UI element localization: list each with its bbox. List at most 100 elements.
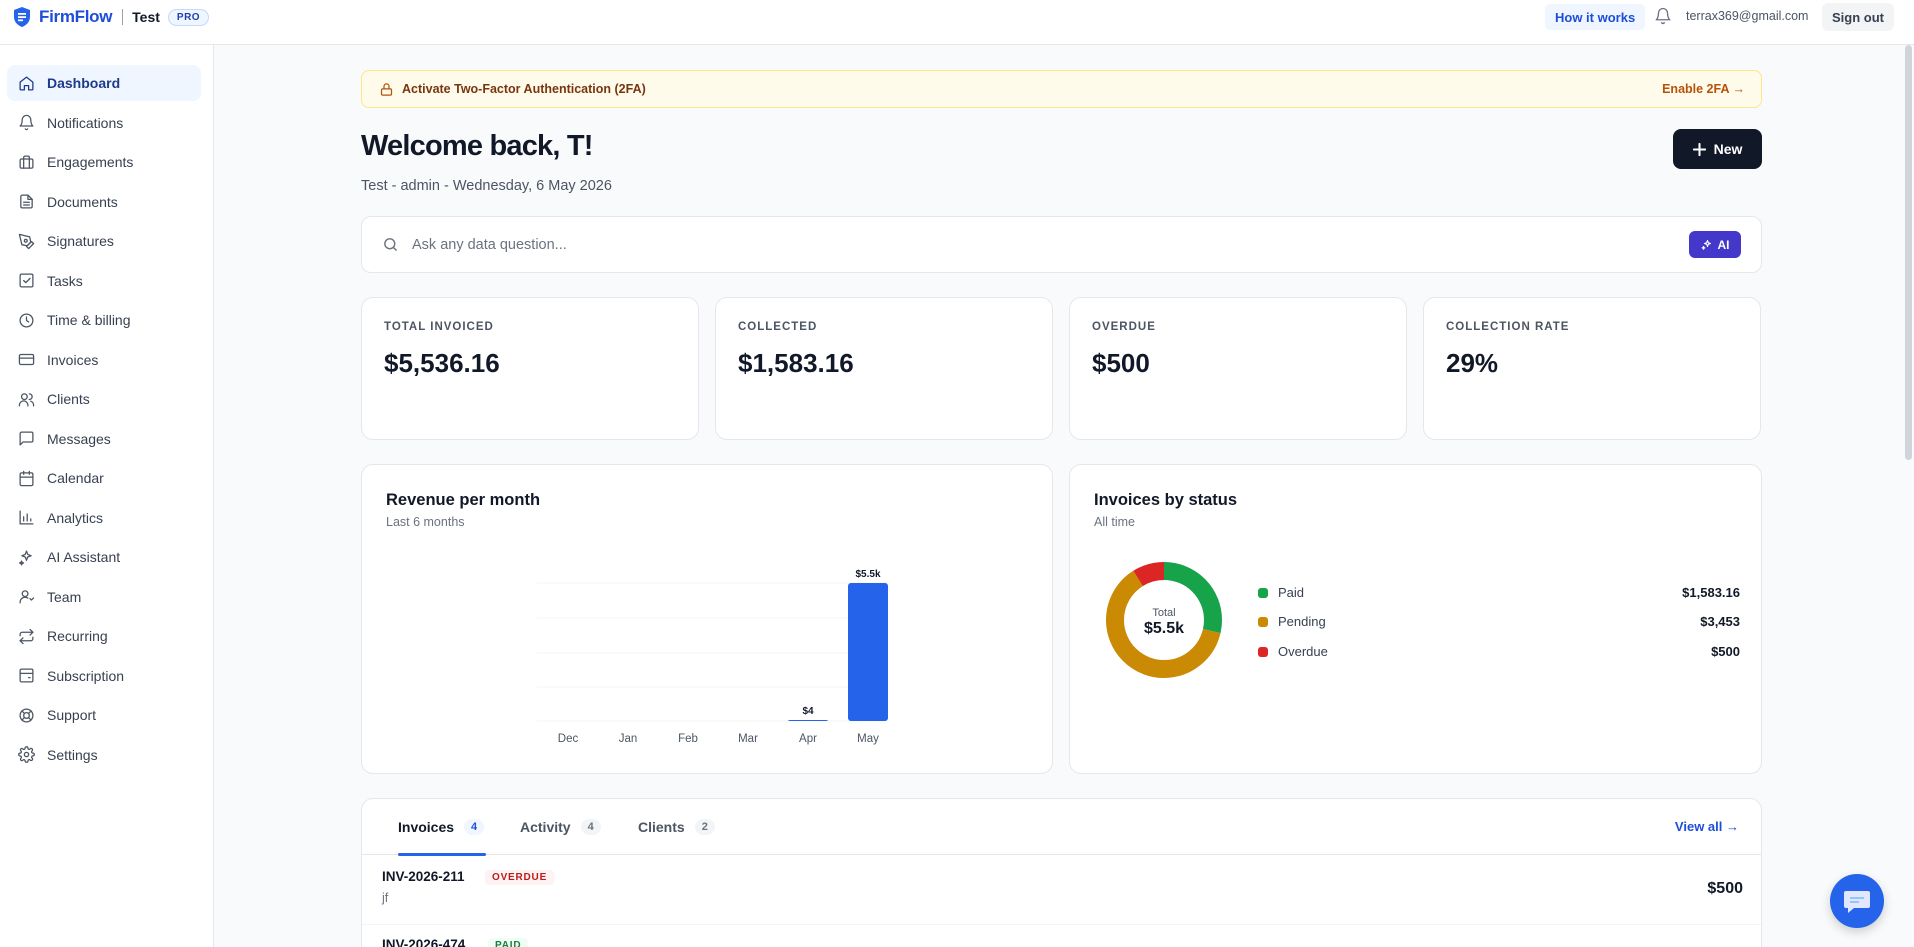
chart-subtitle: All time [1094, 515, 1135, 529]
donut-slice-overdue[interactable] [1106, 562, 1222, 678]
bell-icon [19, 114, 34, 131]
x-tick-label: Jan [619, 733, 638, 745]
revenue-bar-chart: Dec Jan Feb Mar $4 Apr $5.5k May [537, 569, 888, 745]
page-title: Welcome back, T! [361, 130, 593, 162]
pen-icon [18, 233, 35, 249]
bell-icon[interactable] [1654, 7, 1672, 25]
kpi-label: OVERDUE [1092, 321, 1156, 333]
tab-invoices[interactable]: Invoices 4 [398, 799, 487, 856]
sidebar-item-messages[interactable]: Messages [7, 421, 201, 457]
tab-label: Invoices [398, 819, 455, 835]
two-factor-banner: Activate Two-Factor Authentication (2FA)… [361, 70, 1762, 108]
bar-apr[interactable] [788, 720, 828, 721]
credit-card-icon [18, 353, 35, 366]
kpi-card-overdue: OVERDUE $500 [1069, 297, 1407, 440]
new-button[interactable]: New [1673, 129, 1762, 169]
repeat-icon [19, 628, 34, 644]
search-input[interactable] [412, 231, 1612, 259]
users-icon [18, 392, 35, 407]
document-icon [20, 194, 33, 209]
tab-label: Activity [520, 819, 571, 835]
sidebar-item-clients[interactable]: Clients [7, 381, 201, 417]
calendar-icon [19, 470, 34, 486]
sidebar-item-label: Notifications [47, 114, 124, 131]
legend-label: Paid [1278, 585, 1305, 600]
sidebar-item-label: AI Assistant [47, 549, 121, 565]
kpi-label: COLLECTION RATE [1446, 321, 1570, 333]
kpi-value: $1,583.16 [738, 348, 854, 378]
legend-label: Overdue [1278, 644, 1328, 659]
sidebar-item-team[interactable]: Team [7, 579, 201, 615]
legend-item-pending: Pending $3,453 [1258, 613, 1740, 631]
sidebar-item-time-billing[interactable]: Time & billing [7, 302, 201, 338]
user-email: terrax369@gmail.com [1686, 9, 1809, 23]
chart-subtitle: Last 6 months [386, 515, 465, 529]
tab-count: 2 [694, 819, 715, 835]
lifebuoy-icon [19, 707, 34, 723]
sidebar-item-analytics[interactable]: Analytics [7, 500, 201, 536]
lock-icon [380, 83, 393, 96]
kpi-card-collection-rate: COLLECTION RATE 29% [1423, 297, 1761, 440]
chart-title: Revenue per month [386, 491, 541, 509]
sidebar-item-support[interactable]: Support [7, 697, 201, 733]
x-tick-label: Apr [799, 733, 817, 745]
sidebar-item-label: Tasks [47, 272, 83, 289]
sidebar-item-label: Support [47, 707, 97, 723]
wallet-icon [19, 668, 34, 683]
legend-label: Pending [1278, 614, 1326, 629]
status-badge: PAID [488, 938, 529, 947]
plan-badge: PRO [167, 8, 210, 26]
sparkles-icon [1701, 239, 1711, 250]
banner-text: Activate Two-Factor Authentication (2FA) [402, 82, 646, 96]
tab-clients[interactable]: Clients 2 [638, 799, 715, 855]
donut-center-value: $5.5k [1144, 620, 1184, 637]
scrollbar[interactable] [1905, 45, 1912, 460]
invoice-amount: $500 [1707, 880, 1743, 897]
invoice-row[interactable]: INV-2026-474 PAID [362, 924, 1761, 947]
sidebar-item-label: Documents [47, 193, 118, 210]
legend-item-overdue: Overdue $500 [1258, 643, 1740, 661]
sidebar-item-notifications[interactable]: Notifications [7, 105, 201, 141]
clock-icon [19, 312, 34, 328]
sidebar-item-signatures[interactable]: Signatures [7, 223, 201, 259]
sidebar-item-ai-assistant[interactable]: AI Assistant [7, 539, 201, 575]
view-all-link[interactable]: View all → [1674, 819, 1739, 834]
search-icon [384, 238, 397, 251]
sidebar-item-label: Signatures [47, 233, 114, 249]
sidebar-item-recurring[interactable]: Recurring [7, 618, 201, 654]
recent-items-card: Invoices 4 Activity 4 Clients 2 View all… [361, 798, 1762, 947]
sidebar-item-tasks[interactable]: Tasks [7, 263, 201, 299]
enable-2fa-link[interactable]: Enable 2FA → [1662, 82, 1745, 96]
sidebar-item-invoices[interactable]: Invoices [7, 342, 201, 378]
sidebar-item-engagements[interactable]: Engagements [7, 144, 201, 180]
x-tick-label: Dec [558, 733, 579, 745]
ai-button[interactable]: AI [1689, 231, 1741, 258]
sign-out-button[interactable]: Sign out [1822, 3, 1894, 31]
sidebar-item-calendar[interactable]: Calendar [7, 460, 201, 496]
invoice-client: jf [382, 891, 389, 905]
sidebar-item-subscription[interactable]: Subscription [7, 658, 201, 694]
tab-activity[interactable]: Activity 4 [520, 799, 601, 855]
brand[interactable]: FirmFlow Test PRO [12, 6, 210, 28]
sidebar-item-label: Analytics [47, 509, 104, 526]
how-it-works-button[interactable]: How it works [1545, 4, 1646, 30]
bar-may[interactable] [848, 583, 888, 721]
kpi-label: COLLECTED [738, 321, 818, 333]
kpi-card-collected: COLLECTED $1,583.16 [715, 297, 1053, 440]
briefcase-icon [19, 154, 34, 169]
sidebar-item-documents[interactable]: Documents [7, 184, 201, 220]
kpi-card-total-invoiced: TOTAL INVOICED $5,536.16 [361, 297, 699, 440]
x-tick-label: May [857, 733, 879, 745]
sidebar: Dashboard Notifications Engagements Docu… [0, 45, 214, 947]
sidebar-item-settings[interactable]: Settings [7, 737, 201, 773]
legend-value: $500 [1711, 644, 1740, 659]
sidebar-item-dashboard[interactable]: Dashboard [7, 65, 201, 101]
invoice-row[interactable]: INV-2026-211 OVERDUE jf $500 [362, 857, 1761, 919]
donut-slice-pending[interactable] [1106, 562, 1222, 678]
chat-widget-button[interactable] [1830, 874, 1884, 928]
brand-name: FirmFlow [39, 7, 113, 26]
tab-count: 4 [464, 819, 485, 835]
invoice-number: INV-2026-211 [382, 869, 465, 884]
data-label: $5.5k [855, 569, 880, 580]
chat-bubble-icon [1844, 891, 1870, 913]
